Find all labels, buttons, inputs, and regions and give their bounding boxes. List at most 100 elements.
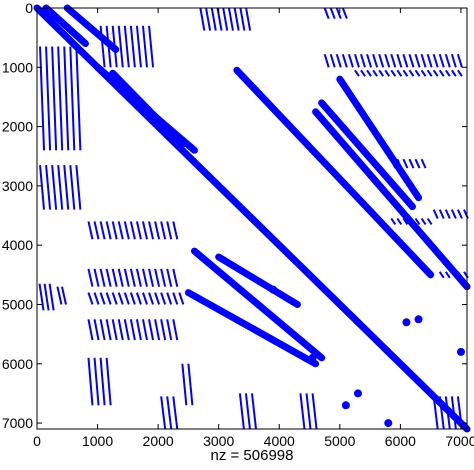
off-diagonal-band bbox=[233, 66, 435, 279]
nonzero-stroke bbox=[222, 7, 229, 31]
nonzero-stroke bbox=[414, 53, 421, 68]
y-tick-label: 6000 bbox=[2, 356, 33, 372]
nonzero-stroke bbox=[105, 357, 112, 406]
nonzero-block bbox=[87, 221, 179, 240]
nonzero-block bbox=[238, 393, 257, 430]
off-diagonal-band bbox=[184, 289, 320, 368]
nonzero-stroke bbox=[93, 268, 100, 287]
nonzero-stroke bbox=[57, 46, 64, 151]
nonzero-stroke bbox=[135, 319, 142, 341]
nonzero-stroke bbox=[123, 221, 130, 240]
nonzero-stroke bbox=[323, 53, 330, 68]
y-tick-label: 4000 bbox=[2, 237, 33, 253]
nonzero-dot bbox=[308, 353, 317, 362]
nonzero-stroke bbox=[408, 53, 415, 68]
nonzero-stroke bbox=[154, 292, 161, 305]
nonzero-stroke bbox=[444, 69, 451, 77]
off-diagonal-band bbox=[312, 108, 471, 291]
nonzero-stroke bbox=[384, 53, 391, 68]
off-diagonal-band bbox=[215, 253, 301, 308]
nonzero-block bbox=[39, 165, 82, 210]
nonzero-stroke bbox=[142, 268, 148, 287]
y-tick-label: 3000 bbox=[2, 178, 33, 194]
nonzero-stroke bbox=[148, 221, 155, 240]
nonzero-stroke bbox=[396, 69, 403, 77]
nonzero-stroke bbox=[251, 393, 257, 430]
nonzero-block bbox=[354, 69, 463, 77]
nonzero-stroke bbox=[166, 268, 173, 287]
nonzero-stroke bbox=[105, 292, 112, 305]
nonzero-stroke bbox=[135, 292, 142, 305]
nonzero-stroke bbox=[123, 292, 130, 305]
nonzero-block bbox=[323, 53, 463, 68]
nonzero-stroke bbox=[414, 69, 421, 77]
nonzero-stroke bbox=[172, 292, 179, 305]
nonzero-dot bbox=[341, 401, 350, 410]
nonzero-stroke bbox=[360, 69, 366, 77]
nonzero-stroke bbox=[105, 319, 112, 341]
nonzero-stroke bbox=[199, 7, 206, 31]
nonzero-stroke bbox=[51, 165, 58, 210]
nonzero-stroke bbox=[39, 46, 46, 151]
nonzero-block bbox=[87, 292, 185, 305]
nonzero-stroke bbox=[426, 69, 433, 77]
nonzero-stroke bbox=[87, 268, 94, 287]
nonzero-stroke bbox=[69, 165, 76, 210]
nonzero-stroke bbox=[135, 268, 142, 287]
nonzero-stroke bbox=[105, 268, 112, 287]
nonzero-stroke bbox=[142, 319, 148, 341]
marks-layer bbox=[33, 4, 471, 433]
nonzero-stroke bbox=[160, 319, 167, 341]
nonzero-stroke bbox=[384, 69, 391, 77]
nonzero-stroke bbox=[172, 268, 179, 287]
nonzero-block bbox=[323, 7, 348, 20]
nonzero-stroke bbox=[160, 396, 167, 430]
nonzero-stroke bbox=[69, 46, 76, 151]
nonzero-block bbox=[39, 46, 82, 151]
nonzero-stroke bbox=[372, 53, 379, 68]
nonzero-stroke bbox=[172, 396, 179, 430]
nonzero-block bbox=[87, 357, 112, 406]
nonzero-stroke bbox=[135, 25, 142, 68]
nonzero-stroke bbox=[117, 268, 124, 287]
nonzero-stroke bbox=[75, 46, 82, 151]
nonzero-stroke bbox=[299, 393, 306, 430]
nonzero-stroke bbox=[457, 69, 463, 77]
nonzero-stroke bbox=[178, 292, 185, 305]
nonzero-stroke bbox=[420, 53, 427, 68]
nonzero-stroke bbox=[123, 25, 130, 68]
nonzero-block bbox=[299, 393, 318, 430]
nonzero-stroke bbox=[451, 69, 457, 77]
nonzero-dot bbox=[456, 347, 465, 356]
nonzero-stroke bbox=[323, 7, 330, 20]
nonzero-dot bbox=[384, 419, 393, 428]
nonzero-stroke bbox=[432, 69, 439, 77]
nonzero-stroke bbox=[63, 46, 70, 151]
nonzero-stroke bbox=[154, 319, 161, 341]
nonzero-stroke bbox=[160, 268, 167, 287]
nonzero-stroke bbox=[444, 53, 451, 68]
nonzero-stroke bbox=[450, 53, 457, 68]
nonzero-stroke bbox=[408, 69, 415, 77]
off-diagonal-band bbox=[63, 4, 120, 54]
y-tick-label: 7000 bbox=[2, 415, 33, 431]
nonzero-dot bbox=[269, 285, 278, 294]
nonzero-stroke bbox=[172, 221, 179, 240]
nonzero-stroke bbox=[187, 363, 194, 406]
y-tick-label: 5000 bbox=[2, 296, 33, 312]
nonzero-stroke bbox=[210, 7, 217, 31]
nonzero-stroke bbox=[166, 221, 173, 240]
nonzero-stroke bbox=[117, 221, 124, 240]
nonzero-stroke bbox=[354, 53, 360, 68]
nonzero-stroke bbox=[227, 7, 234, 31]
nonzero-stroke bbox=[354, 69, 360, 77]
nonzero-stroke bbox=[43, 283, 50, 311]
x-tick-label: 0 bbox=[33, 433, 41, 449]
nonzero-stroke bbox=[372, 69, 378, 77]
nonzero-block bbox=[160, 396, 179, 430]
nonzero-stroke bbox=[111, 319, 118, 341]
nonzero-stroke bbox=[154, 221, 161, 240]
nonzero-stroke bbox=[87, 319, 94, 341]
nonzero-stroke bbox=[402, 158, 409, 169]
nonzero-stroke bbox=[75, 165, 82, 210]
